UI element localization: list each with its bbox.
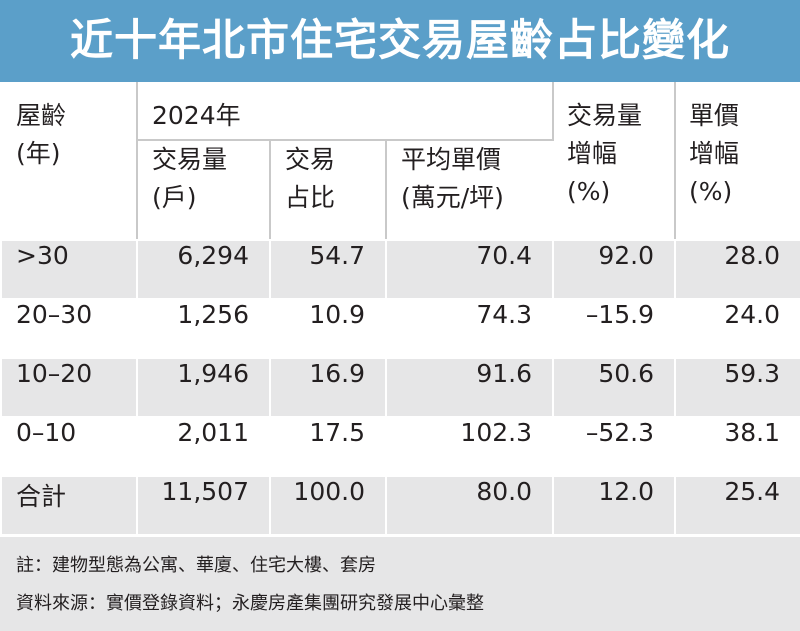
row-avg-price: 102.3 bbox=[385, 416, 554, 477]
row-avg-price: 70.4 bbox=[385, 239, 554, 300]
header-share: 交易 占比 bbox=[269, 139, 387, 241]
source-text: 資料來源：實價登錄資料；永慶房產集團研究發展中心彙整 bbox=[16, 593, 484, 614]
row-age: 10–20 bbox=[0, 357, 138, 418]
row-volume-change: 92.0 bbox=[552, 239, 676, 300]
row-share: 17.5 bbox=[269, 416, 387, 477]
row-volume: 1,946 bbox=[136, 357, 271, 418]
header-age: 屋齡 (年) bbox=[0, 82, 138, 241]
row-volume-change: –52.3 bbox=[552, 416, 676, 477]
footnotes: 註：建物型態為公寓、華廈、住宅大樓、套房 資料來源：實價登錄資料；永慶房產集團研… bbox=[0, 537, 800, 631]
data-table: 屋齡 (年) 2024年 交易量 增幅 (%) 單價 增幅 (%) 交易量 (戶… bbox=[0, 82, 800, 536]
row-share: 16.9 bbox=[269, 357, 387, 418]
row-share: 10.9 bbox=[269, 298, 387, 359]
table-row: >30 6,294 54.7 70.4 92.0 28.0 bbox=[0, 239, 800, 300]
note-text: 註：建物型態為公寓、華廈、住宅大樓、套房 bbox=[16, 555, 376, 576]
row-share: 100.0 bbox=[269, 475, 387, 536]
table-row: 20–30 1,256 10.9 74.3 –15.9 24.0 bbox=[0, 298, 800, 359]
header-volume-change: 交易量 增幅 (%) bbox=[552, 82, 676, 241]
row-volume: 11,507 bbox=[136, 475, 271, 536]
row-age: 0–10 bbox=[0, 416, 138, 477]
row-volume-change: –15.9 bbox=[552, 298, 676, 359]
header-volume: 交易量 (戶) bbox=[136, 139, 271, 241]
table-row: 合計 11,507 100.0 80.0 12.0 25.4 bbox=[0, 475, 800, 536]
row-price-change: 24.0 bbox=[674, 298, 800, 359]
row-price-change: 59.3 bbox=[674, 357, 800, 418]
row-avg-price: 74.3 bbox=[385, 298, 554, 359]
page-title: 近十年北市住宅交易屋齡占比變化 bbox=[0, 0, 800, 82]
row-volume: 6,294 bbox=[136, 239, 271, 300]
row-volume-change: 50.6 bbox=[552, 357, 676, 418]
header-price-change: 單價 增幅 (%) bbox=[674, 82, 800, 241]
row-price-change: 28.0 bbox=[674, 239, 800, 300]
row-age: 20–30 bbox=[0, 298, 138, 359]
row-volume-change: 12.0 bbox=[552, 475, 676, 536]
row-volume: 2,011 bbox=[136, 416, 271, 477]
header-year: 2024年 bbox=[136, 82, 554, 141]
table-row: 0–10 2,011 17.5 102.3 –52.3 38.1 bbox=[0, 416, 800, 477]
row-avg-price: 91.6 bbox=[385, 357, 554, 418]
table-row: 10–20 1,946 16.9 91.6 50.6 59.3 bbox=[0, 357, 800, 418]
row-age: >30 bbox=[0, 239, 138, 300]
row-price-change: 38.1 bbox=[674, 416, 800, 477]
row-price-change: 25.4 bbox=[674, 475, 800, 536]
row-age: 合計 bbox=[0, 475, 138, 536]
row-volume: 1,256 bbox=[136, 298, 271, 359]
row-share: 54.7 bbox=[269, 239, 387, 300]
header-avg-price: 平均單價 (萬元/坪) bbox=[385, 139, 554, 241]
row-avg-price: 80.0 bbox=[385, 475, 554, 536]
